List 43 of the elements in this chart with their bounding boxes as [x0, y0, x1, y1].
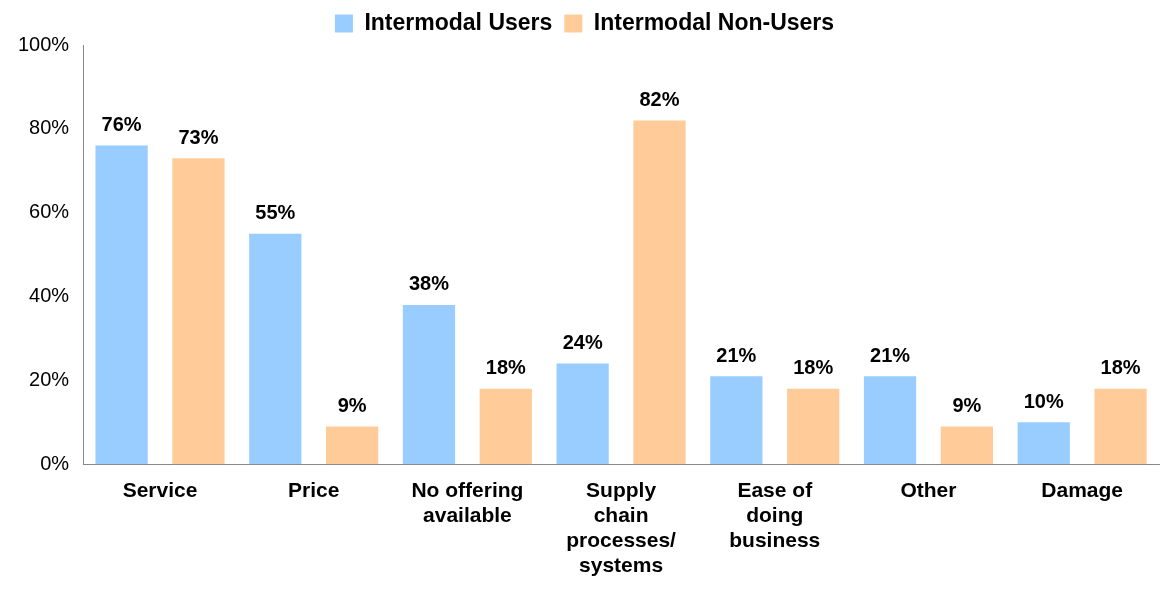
x-tick-label: Damage	[1041, 477, 1124, 501]
bar	[1094, 388, 1147, 465]
data-label: 18%	[1100, 356, 1141, 379]
x-tick-label: Price	[288, 477, 340, 501]
legend-label: Intermodal Non-Users	[593, 8, 835, 35]
y-tick-label: 80%	[29, 116, 70, 139]
bar	[787, 388, 840, 465]
x-tick-label: Other	[900, 477, 957, 501]
data-label: 38%	[408, 272, 450, 295]
data-label: 21%	[870, 343, 911, 366]
data-label: 73%	[178, 125, 219, 148]
bar	[325, 426, 379, 465]
data-label: 18%	[485, 356, 527, 379]
data-label: 55%	[255, 201, 296, 224]
bar	[249, 233, 302, 465]
data-label: 9%	[952, 393, 982, 416]
x-tick-label: Service	[122, 477, 198, 501]
bar	[863, 376, 917, 465]
bar	[1017, 422, 1070, 465]
data-label: 9%	[337, 393, 367, 416]
y-tick-label: 40%	[29, 284, 70, 307]
bar	[402, 304, 456, 465]
data-label: 24%	[562, 331, 603, 354]
y-tick-label: 0%	[40, 451, 70, 474]
bar	[940, 426, 994, 465]
bar	[556, 363, 609, 465]
data-label: 18%	[793, 356, 834, 379]
x-tick-label: No offering available	[411, 477, 524, 526]
bar	[710, 376, 763, 465]
y-tick-label: 60%	[29, 200, 70, 223]
bar	[479, 388, 532, 465]
bar	[95, 145, 148, 465]
data-label: 10%	[1023, 389, 1064, 412]
y-tick-label: 100%	[18, 32, 70, 55]
legend-label: Intermodal Users	[364, 8, 553, 35]
data-label: 21%	[716, 343, 757, 366]
x-tick-label: Ease of doing business	[729, 477, 821, 551]
bar	[172, 158, 225, 465]
data-label: 76%	[101, 113, 142, 136]
bar	[633, 120, 686, 465]
y-tick-label: 20%	[29, 367, 70, 390]
data-label: 82%	[639, 87, 680, 110]
x-tick-label: Supply chain processes/ systems	[566, 477, 677, 577]
